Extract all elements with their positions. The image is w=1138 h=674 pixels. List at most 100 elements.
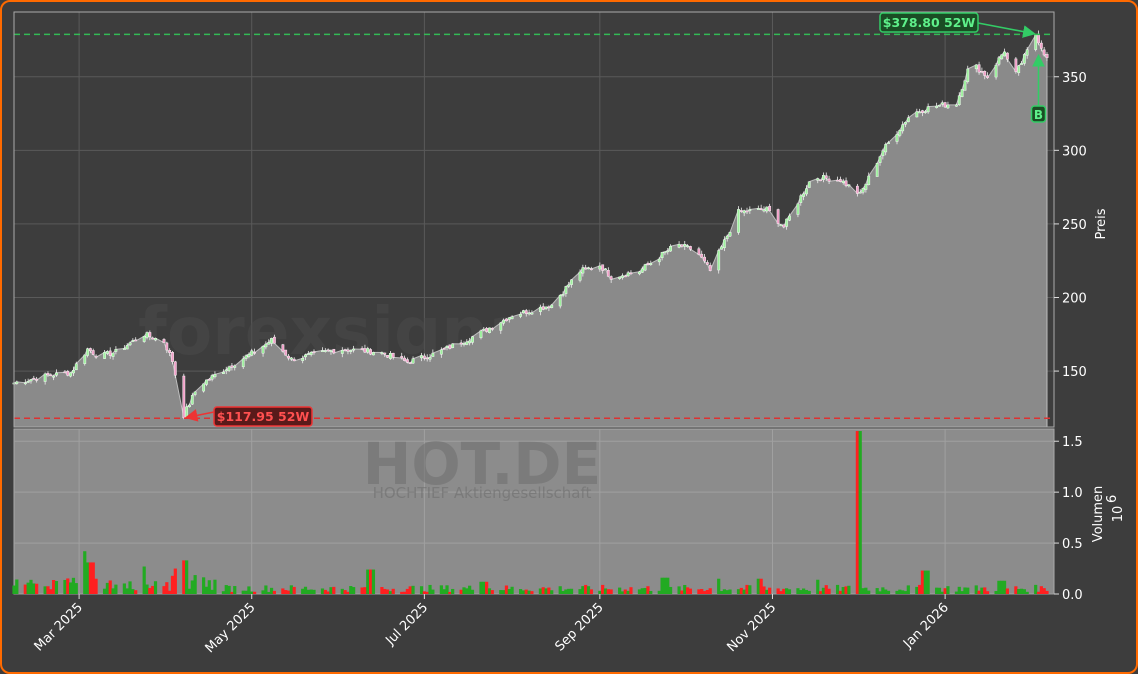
candle-up (604, 268, 607, 271)
volume-bar-up (620, 591, 625, 594)
volume-bar-down (35, 583, 39, 594)
volume-bar-up (742, 589, 746, 594)
volume-bar-up (131, 589, 135, 594)
volume-bar-up (227, 585, 231, 594)
candle-up (878, 156, 882, 163)
volume-bar-down (448, 591, 452, 594)
price-area (13, 33, 1048, 428)
volume-bar-down (504, 585, 509, 594)
volume-bar-up (74, 583, 78, 594)
candle-up (241, 358, 245, 368)
volume-bar-up (937, 587, 942, 594)
volume-bar-up (207, 580, 211, 594)
candle-up (462, 343, 466, 345)
candle-up (884, 144, 888, 153)
candle-up (43, 373, 47, 382)
volume-bar-down (855, 431, 859, 594)
price-axis-label: Preis (1094, 208, 1109, 239)
volume-bar-up (289, 585, 293, 594)
volume-bar-down (623, 589, 627, 594)
volume-bar-up (111, 588, 115, 594)
price-tick-label: 300 (1062, 144, 1087, 159)
candle-up (657, 258, 661, 263)
candle-down (855, 185, 859, 194)
volume-bar-up (994, 591, 998, 594)
candle-down (284, 349, 288, 356)
volume-bar-down (685, 587, 690, 594)
candle-up (1022, 54, 1026, 64)
candle-down (819, 179, 822, 182)
volume-bar-down (281, 588, 285, 594)
volume-bar-down (383, 588, 387, 594)
candle-up (570, 279, 573, 285)
volume-bar-up (153, 581, 158, 594)
volume-bar-up (193, 575, 197, 594)
candle-up (742, 210, 746, 214)
candle-up (428, 357, 432, 360)
volume-bar-up (371, 569, 376, 594)
volume-bar-down (408, 586, 412, 594)
volume-bar-up (527, 590, 531, 594)
volume-bar-down (920, 570, 925, 594)
candle-up (340, 350, 344, 354)
volume-bar-down (985, 591, 990, 594)
volume-bar-down (702, 591, 707, 594)
volume-bar-up (544, 588, 548, 594)
volume-bar-up (468, 585, 472, 594)
candle-up (227, 366, 231, 371)
volume-bar-down (1036, 591, 1041, 594)
volume-bar-up (966, 587, 970, 594)
candle-down (606, 269, 610, 277)
volume-bar-down (385, 589, 390, 594)
candle-up (471, 336, 474, 343)
candle-up (26, 381, 30, 383)
volume-bar-up (569, 588, 574, 594)
volume-bar-up (388, 591, 393, 594)
candle-up (581, 267, 585, 274)
candle-down (151, 337, 155, 340)
candle-up (966, 68, 970, 82)
volume-bar-up (465, 588, 469, 594)
volume-bar-up (83, 551, 87, 594)
volume-bar-up (816, 579, 820, 594)
volume-bar-up (502, 590, 506, 594)
volume-bar-up (451, 588, 455, 594)
candle-up (816, 178, 820, 181)
candle-up (974, 64, 978, 70)
candle-down (844, 180, 848, 186)
volume-bar-down (368, 569, 373, 594)
volume-bar-up (626, 590, 630, 594)
candle-up (957, 95, 961, 106)
candle-down (292, 358, 296, 362)
candle-up (323, 350, 327, 352)
candle-down (589, 268, 593, 271)
volume-bar-up (946, 586, 950, 594)
candle-down (547, 306, 551, 309)
volume-bar-up (125, 588, 129, 594)
volume-bar-up (85, 562, 90, 594)
candle-up (83, 354, 87, 364)
volume-bar-up (663, 577, 667, 594)
candle-up (940, 102, 944, 105)
volume-bar-down (745, 584, 749, 594)
volume-bar-up (796, 588, 800, 594)
volume-bar-up (960, 591, 964, 594)
candle-down (697, 248, 701, 255)
candle-up (643, 264, 647, 271)
candle-up (519, 313, 522, 317)
candle-up (779, 224, 783, 227)
candle-up (451, 343, 455, 348)
candle-up (765, 206, 769, 212)
volume-bar-up (185, 560, 189, 594)
candle-up (202, 383, 206, 392)
candle-down (173, 361, 177, 376)
candle-up (881, 150, 885, 157)
candle-up (946, 104, 950, 109)
volume-bar-down (530, 591, 534, 594)
volume-bar-up (244, 590, 248, 594)
volume-exponent-base: 10 (1111, 506, 1126, 523)
candle-up (861, 188, 865, 193)
candle-down (759, 208, 763, 210)
volume-bar-up (906, 585, 910, 594)
date-tick-label: Jan 2026 (900, 600, 952, 652)
